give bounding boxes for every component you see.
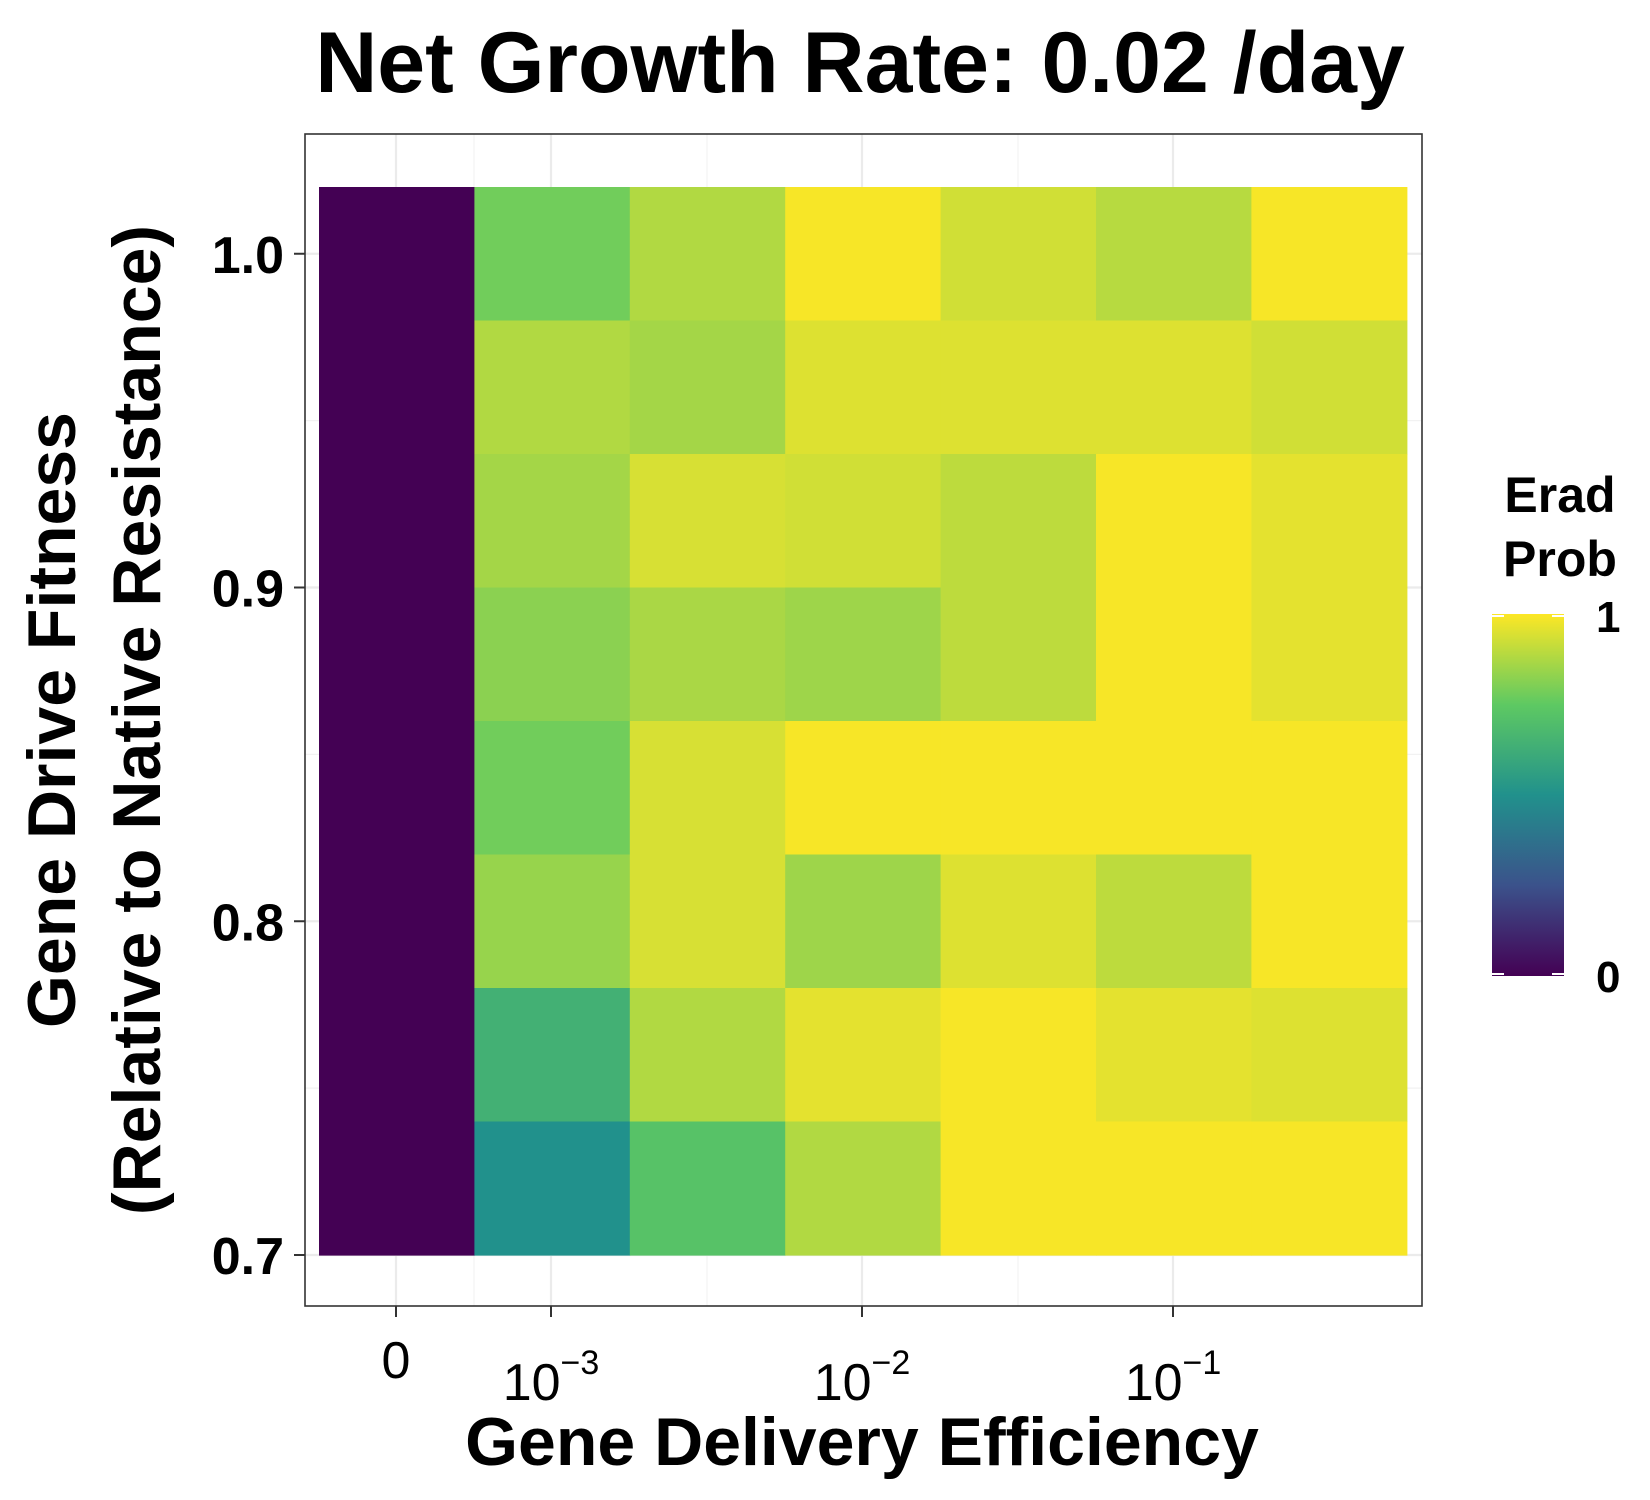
heatmap-cell <box>474 320 631 455</box>
y-tick-label: 0.7 <box>212 1228 284 1286</box>
heatmap-cell <box>940 454 1097 589</box>
legend-colorbar <box>1492 614 1564 976</box>
heatmap-cell <box>940 187 1097 322</box>
heatmap-cell <box>940 1121 1097 1256</box>
x-tick-label: 0 <box>382 1332 411 1390</box>
y-axis-title-line2: (Relative to Native Resistance) <box>99 225 175 1215</box>
heatmap-cell <box>785 454 942 589</box>
heatmap-cell <box>785 187 942 322</box>
heatmap-cell <box>629 320 786 455</box>
heatmap-cell <box>319 854 475 989</box>
heatmap-cell <box>319 320 475 455</box>
y-tick-label: 0.8 <box>212 894 284 952</box>
heatmap-cell <box>785 988 942 1123</box>
x-tick-label: 10−2 <box>814 1344 911 1412</box>
x-tick-label: 10−1 <box>1125 1344 1222 1412</box>
legend-max-label: 1 <box>1596 593 1620 642</box>
legend: Erad Prob 1 0 <box>1492 467 1620 1002</box>
heatmap-cell <box>319 187 475 322</box>
heatmap-cell <box>1251 1121 1408 1256</box>
heatmap-cell <box>474 187 631 322</box>
heatmap-cell <box>1096 587 1252 722</box>
heatmap-cell <box>1251 854 1408 989</box>
heatmap-cells <box>319 187 1408 1256</box>
legend-title-line1: Erad <box>1504 467 1615 523</box>
legend-title-line2: Prob <box>1503 531 1617 587</box>
plot-border <box>304 133 1423 1307</box>
heatmap-cell <box>940 854 1097 989</box>
heatmap-cell <box>1096 1121 1252 1256</box>
heatmap-cell <box>1251 454 1408 589</box>
heatmap-cell <box>629 854 786 989</box>
heatmap-cell <box>319 454 475 589</box>
heatmap-cell <box>474 454 631 589</box>
heatmap-cell <box>319 587 475 722</box>
heatmap-cell <box>1096 187 1252 322</box>
x-tick-label: 10−3 <box>503 1344 600 1412</box>
legend-min-label: 0 <box>1596 953 1620 1002</box>
heatmap-cell <box>629 721 786 856</box>
heatmap-cell <box>629 587 786 722</box>
heatmap-cell <box>785 721 942 856</box>
heatmap-cell <box>319 1121 475 1256</box>
heatmap-cell <box>940 320 1097 455</box>
heatmap-cell <box>629 454 786 589</box>
heatmap-cell <box>785 587 942 722</box>
heatmap-cell <box>1096 854 1252 989</box>
heatmap-cell <box>474 988 631 1123</box>
heatmap-cell <box>785 1121 942 1256</box>
y-axis: 0.7 0.8 0.9 1.0 <box>212 227 305 1286</box>
x-axis: 0 10−3 10−2 10−1 <box>382 1306 1222 1412</box>
heatmap-cell <box>1096 454 1252 589</box>
heatmap-cell <box>474 1121 631 1256</box>
heatmap-cell <box>629 988 786 1123</box>
heatmap-cell <box>940 988 1097 1123</box>
heatmap-cell <box>319 988 475 1123</box>
heatmap-cell <box>1251 587 1408 722</box>
heatmap-cell <box>629 187 786 322</box>
y-tick-label: 0.9 <box>212 561 284 619</box>
heatmap-cell <box>1251 187 1408 322</box>
heatmap-cell <box>319 721 475 856</box>
heatmap-cell <box>1096 320 1252 455</box>
x-axis-title: Gene Delivery Efficiency <box>465 1404 1259 1480</box>
heatmap-cell <box>474 854 631 989</box>
heatmap-cell <box>474 721 631 856</box>
heatmap-cell <box>1251 988 1408 1123</box>
heatmap-cell <box>474 587 631 722</box>
heatmap-cell <box>1251 721 1408 856</box>
y-axis-title-line1: Gene Drive Fitness <box>14 412 90 1028</box>
heatmap-cell <box>785 320 942 455</box>
chart-title: Net Growth Rate: 0.02 /day <box>315 15 1405 111</box>
heatmap-cell <box>940 587 1097 722</box>
heatmap-cell <box>1251 320 1408 455</box>
heatmap-cell <box>1096 988 1252 1123</box>
heatmap-cell <box>1096 721 1252 856</box>
heatmap-cell <box>629 1121 786 1256</box>
y-tick-label: 1.0 <box>212 227 284 285</box>
heatmap-cell <box>940 721 1097 856</box>
heatmap-cell <box>785 854 942 989</box>
